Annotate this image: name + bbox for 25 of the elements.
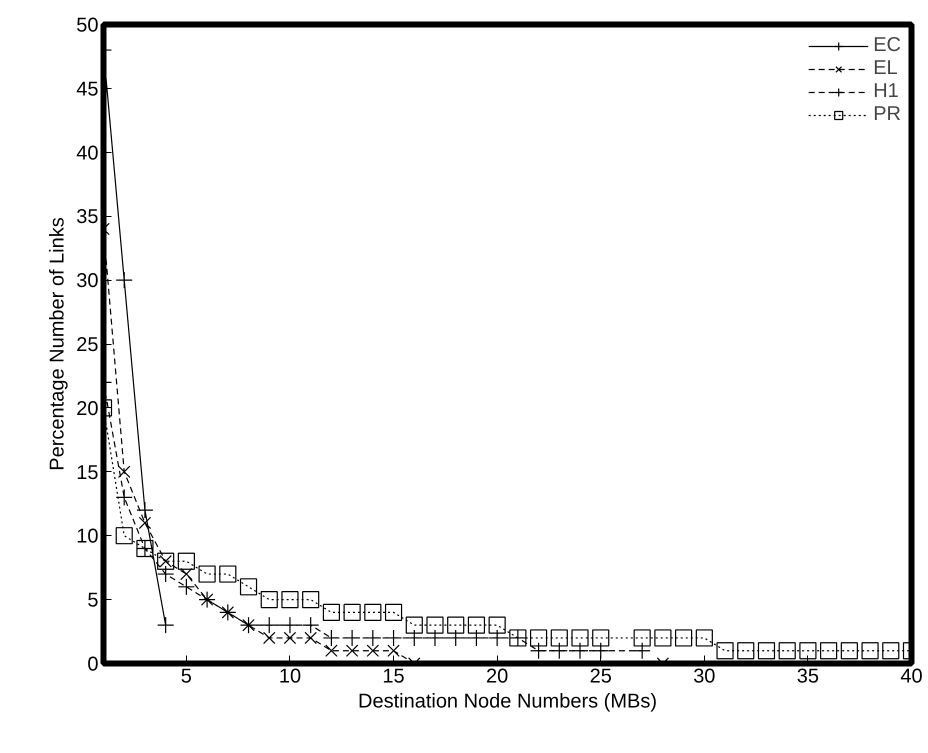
legend-label: EL bbox=[873, 57, 898, 80]
x-tick-label: 20 bbox=[486, 666, 508, 688]
y-tick-label: 0 bbox=[87, 654, 98, 676]
y-tick-label: 15 bbox=[76, 462, 99, 484]
y-axis-title: Percentage Number of Links bbox=[46, 217, 68, 471]
legend-label: EC bbox=[873, 34, 901, 57]
y-tick-label: 45 bbox=[76, 78, 99, 100]
y-tick-label: 5 bbox=[87, 590, 98, 612]
y-tick-label: 30 bbox=[76, 270, 99, 292]
x-axis-title: Destination Node Numbers (MBs) bbox=[358, 690, 658, 712]
y-tick-label: 20 bbox=[76, 398, 99, 420]
x-tick-label: 10 bbox=[278, 666, 302, 688]
y-tick-label: 10 bbox=[76, 526, 99, 548]
legend-label: H1 bbox=[873, 80, 899, 103]
x-tick-label: 25 bbox=[590, 666, 612, 688]
x-tick-label: 30 bbox=[693, 666, 716, 688]
x-tick-label: 35 bbox=[796, 666, 820, 688]
x-tick-label: 5 bbox=[180, 666, 192, 688]
y-tick-label: 35 bbox=[76, 206, 99, 228]
x-tick-label: 40 bbox=[900, 666, 923, 688]
y-tick-label: 40 bbox=[76, 142, 99, 164]
x-tick-label: 15 bbox=[382, 666, 405, 688]
legend-label: PR bbox=[873, 103, 901, 126]
y-tick-label: 50 bbox=[76, 14, 99, 36]
y-tick-label: 25 bbox=[76, 334, 99, 356]
